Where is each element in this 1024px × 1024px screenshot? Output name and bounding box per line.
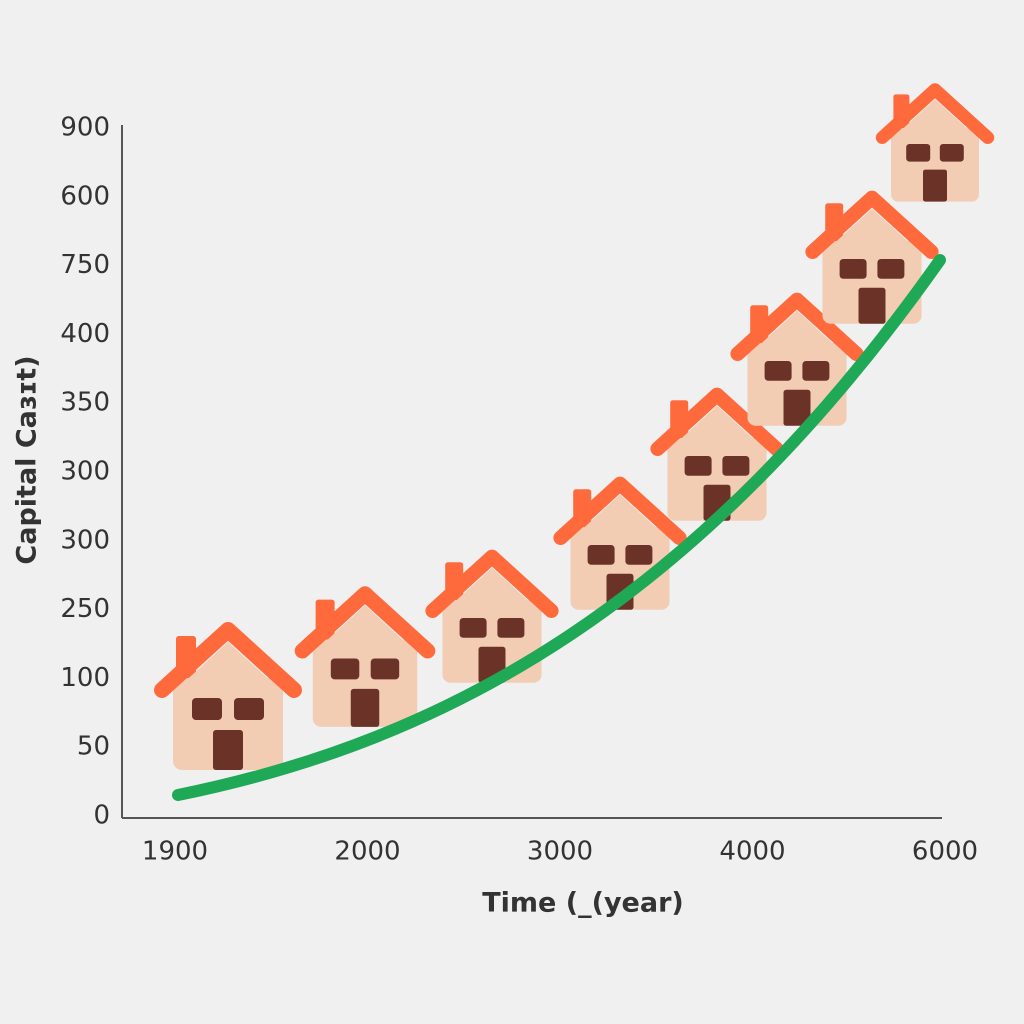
x-tick-label: 2000 [334, 837, 400, 867]
x-tick-label: 6000 [912, 837, 978, 867]
y-tick-label: 600 [60, 181, 110, 211]
y-tick-label: 900 [60, 113, 110, 143]
x-tick-label: 1900 [142, 837, 208, 867]
house [882, 90, 988, 202]
house [162, 630, 294, 770]
house [302, 594, 427, 727]
x-tick-label: 3000 [527, 837, 593, 867]
y-tick-label: 750 [60, 250, 110, 280]
x-axis-label: Time (_(year) [482, 888, 684, 919]
y-tick-label: 300 [60, 525, 110, 555]
house [561, 484, 680, 610]
x-tick-label: 4000 [719, 837, 785, 867]
house-icons [162, 90, 988, 770]
y-tick-label: 0 [93, 801, 110, 831]
y-tick-label: 250 [60, 594, 110, 624]
y-axis-label: Capital Caɜɪt) [12, 355, 43, 564]
y-tick-label: 50 [77, 732, 110, 762]
y-tick-label: 350 [60, 388, 110, 418]
y-tick-label: 100 [60, 663, 110, 693]
y-tick-label: 400 [60, 319, 110, 349]
trend-line [172, 254, 946, 801]
y-tick-label: 300 [60, 457, 110, 487]
